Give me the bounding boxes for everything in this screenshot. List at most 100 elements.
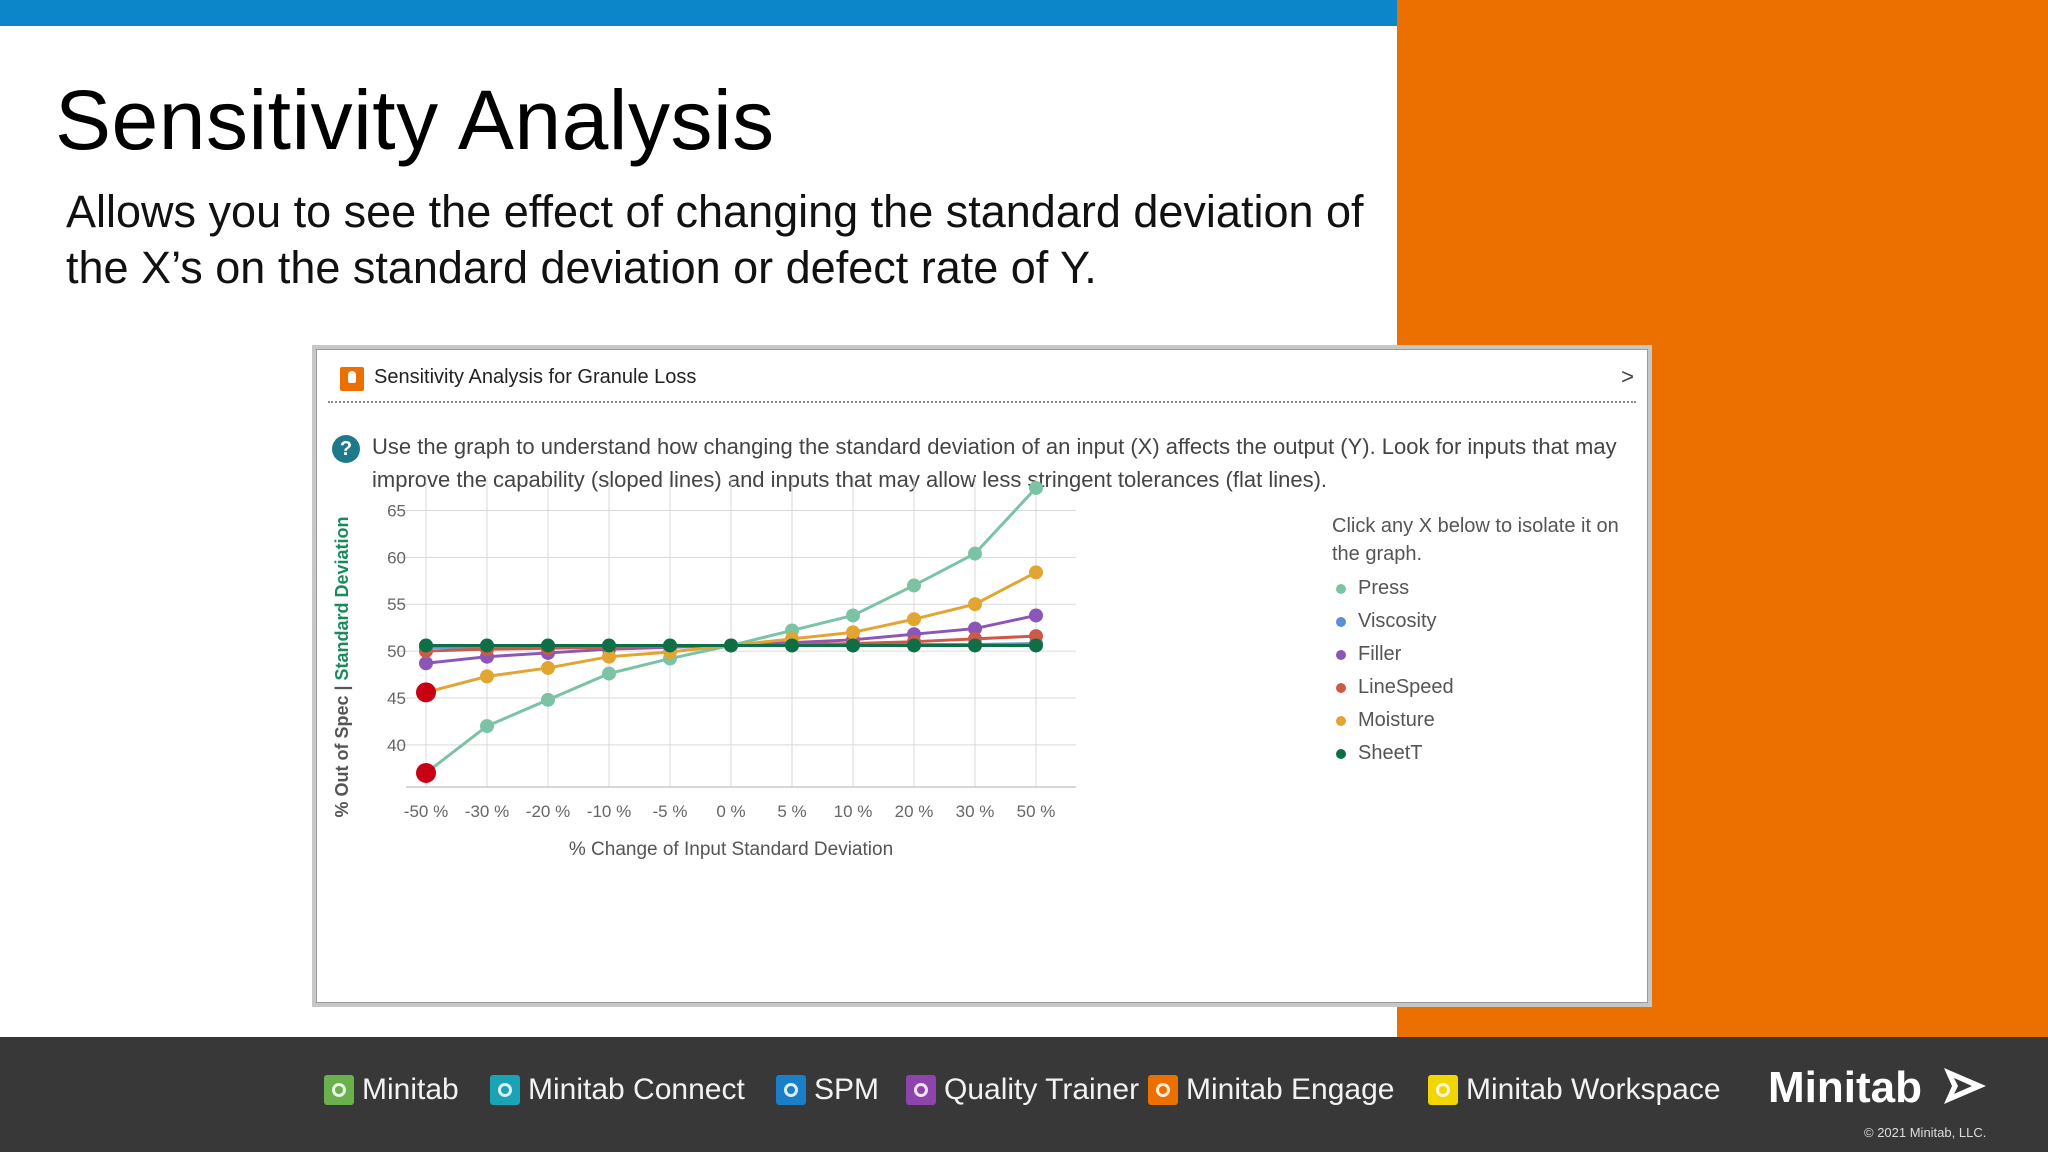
legend-dot-icon — [1336, 649, 1346, 660]
legend-label: Press — [1358, 577, 1410, 599]
data-point-moisture — [907, 612, 921, 627]
data-point-moisture — [541, 660, 555, 675]
legend-item-press[interactable]: Press — [1332, 572, 1632, 605]
x-tick-label: 10 % — [834, 802, 873, 821]
legend-item-linespeed[interactable]: LineSpeed — [1332, 671, 1632, 704]
data-point-sheett — [724, 638, 738, 653]
legend-dot-icon — [1336, 748, 1346, 759]
y-tick-label: 60 — [387, 548, 406, 567]
data-point-filler — [968, 621, 982, 636]
x-tick-label: -20 % — [526, 802, 570, 821]
data-point-press — [846, 608, 860, 623]
data-point-press — [1029, 480, 1043, 495]
data-point-sheett — [663, 638, 677, 653]
highlight-point — [416, 682, 436, 703]
brand-minitab: Minitab — [324, 1073, 459, 1107]
sensitivity-chart: -50 % -30 % -20 % -10 % -5 % 0 % 5 % 10 % 20 % 30… — [332, 477, 1076, 860]
legend-item-moisture[interactable]: Moisture — [1332, 704, 1632, 737]
minitab-engage-icon — [340, 367, 364, 391]
legend-label: Viscosity — [1358, 610, 1437, 632]
data-point-press — [602, 666, 616, 681]
brand-name: Quality Trainer — [944, 1073, 1140, 1106]
y-tick-label: 65 — [387, 501, 406, 520]
copyright: © 2021 Minitab, LLC. — [1864, 1125, 1987, 1140]
data-point-sheett — [968, 638, 982, 653]
x-tick-label: -30 % — [465, 802, 509, 821]
y-axis-label: % Out of Spec | Standard Deviation — [332, 516, 352, 817]
data-point-sheett — [785, 638, 799, 653]
brand-quality-trainer: Quality Trainer — [906, 1073, 1139, 1107]
x-tick-label: -10 % — [587, 802, 631, 821]
brand-logo-icon — [324, 1075, 354, 1105]
footer-bar: Minitab Minitab Connect SPM Quality Trainer… — [0, 1037, 2048, 1152]
data-point-sheett — [907, 638, 921, 653]
legend-label: Filler — [1358, 643, 1402, 665]
data-point-moisture — [968, 597, 982, 612]
x-tick-label: 30 % — [956, 802, 995, 821]
data-point-sheett — [1029, 638, 1043, 653]
slide-subtitle: Allows you to see the effect of changing… — [66, 186, 1364, 293]
data-point-press — [907, 578, 921, 593]
data-point-sheett — [480, 638, 494, 653]
help-text: Use the graph to understand how changing… — [372, 434, 1617, 492]
y-axis-label-out-of-spec[interactable]: % Out of Spec | — [332, 680, 352, 817]
brand-name: Minitab Engage — [1186, 1073, 1395, 1106]
legend-item-viscosity[interactable]: Viscosity — [1332, 605, 1632, 638]
y-tick-label: 50 — [387, 642, 406, 661]
y-tick-label: 45 — [387, 689, 406, 708]
x-tick-label: 50 % — [1017, 802, 1056, 821]
data-point-sheett — [602, 638, 616, 653]
data-point-press — [480, 719, 494, 734]
legend-dot-icon — [1336, 583, 1346, 594]
top-accent-bar — [0, 0, 1397, 26]
data-point-sheett — [846, 638, 860, 653]
slide-title: Sensitivity Analysis — [55, 73, 775, 167]
legend-dot-icon — [1336, 682, 1346, 693]
x-tick-label: -50 % — [404, 802, 448, 821]
legend-dot-icon — [1336, 616, 1346, 627]
brand-name: Minitab Connect — [528, 1073, 745, 1106]
x-tick-label: 5 % — [777, 802, 806, 821]
brand-minitab-workspace: Minitab Workspace — [1428, 1073, 1721, 1107]
brand-logo-icon — [490, 1075, 520, 1105]
brand-name: Minitab Workspace — [1466, 1073, 1721, 1106]
minitab-logo-text: Minitab — [1768, 1063, 1922, 1112]
brand-logo-icon — [776, 1075, 806, 1105]
brand-spm: SPM — [776, 1073, 879, 1107]
minitab-logo-mark-icon — [1944, 1068, 1987, 1104]
data-point-press — [968, 546, 982, 561]
panel-title: Sensitivity Analysis for Granule Loss — [374, 366, 697, 388]
minitab-logo: Minitab — [1768, 1063, 1988, 1113]
legend-label: SheetT — [1358, 742, 1423, 764]
chart-legend: Click any X below to isolate it on the g… — [1332, 512, 1632, 770]
data-point-moisture — [1029, 565, 1043, 580]
legend-item-filler[interactable]: Filler — [1332, 638, 1632, 671]
brand-logo-icon — [1428, 1075, 1458, 1105]
data-point-filler — [1029, 608, 1043, 623]
brand-logo-icon — [906, 1075, 936, 1105]
sensitivity-analysis-panel: Sensitivity Analysis for Granule Loss > … — [312, 345, 1652, 1007]
data-point-moisture — [602, 649, 616, 664]
data-point-press — [541, 692, 555, 707]
data-point-sheett — [541, 638, 555, 653]
x-axis-label: % Change of Input Standard Deviation — [569, 839, 893, 860]
x-tick-label: 20 % — [895, 802, 934, 821]
x-tick-label: 0 % — [716, 802, 745, 821]
legend-label: LineSpeed — [1358, 676, 1454, 698]
data-point-moisture — [846, 625, 860, 640]
data-point-moisture — [480, 669, 494, 684]
chevron-right-icon[interactable]: > — [1621, 364, 1634, 389]
brand-logo-icon — [1148, 1075, 1178, 1105]
y-axis-label-standard-deviation[interactable]: Standard Deviation — [332, 516, 352, 680]
brand-name: Minitab — [362, 1073, 459, 1106]
help-icon[interactable]: ? — [332, 435, 360, 463]
x-tick-label: -5 % — [653, 802, 688, 821]
y-tick-label: 55 — [387, 595, 406, 614]
legend-label: Moisture — [1358, 709, 1435, 731]
data-point-sheett — [419, 638, 433, 653]
panel-header: Sensitivity Analysis for Granule Loss > — [328, 363, 1636, 403]
legend-item-sheett[interactable]: SheetT — [1332, 737, 1632, 770]
brand-name: SPM — [814, 1073, 880, 1106]
legend-title: Click any X below to isolate it on the g… — [1332, 515, 1619, 565]
highlight-point — [416, 762, 436, 783]
